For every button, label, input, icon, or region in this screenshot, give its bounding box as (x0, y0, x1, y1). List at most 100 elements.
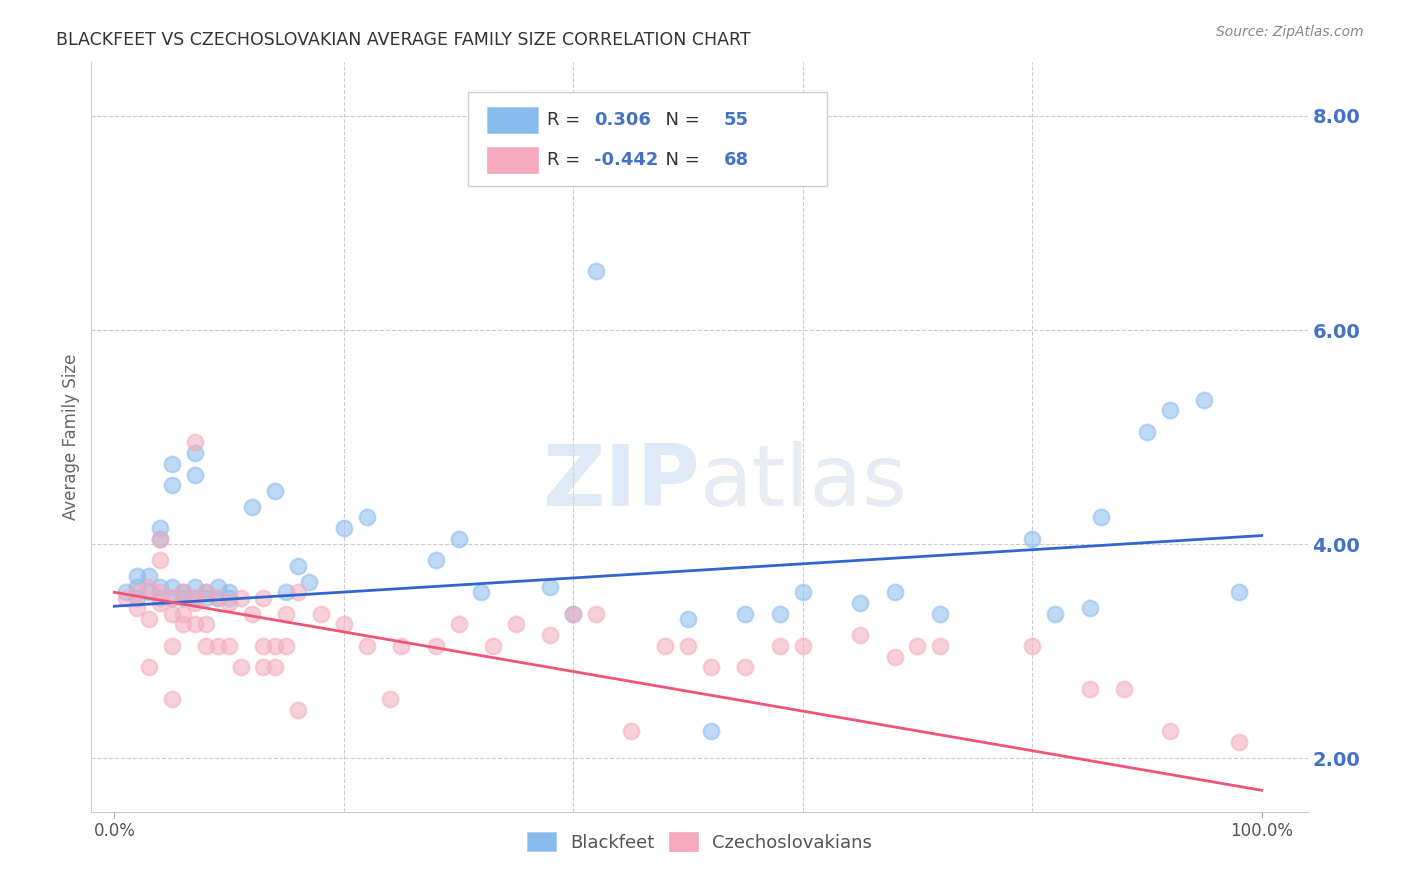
Point (447, 617, 470, 632)
Point (356, 510, 378, 524)
Point (149, 585, 172, 599)
Point (562, 607, 585, 621)
Point (149, 521, 172, 535)
Point (240, 500, 263, 514)
Text: ZIP: ZIP (541, 441, 699, 524)
Point (470, 585, 492, 599)
Point (114, 591, 136, 605)
FancyBboxPatch shape (486, 147, 537, 172)
Point (676, 639, 699, 653)
Point (138, 612, 160, 626)
Point (149, 532, 172, 546)
Point (849, 628, 872, 642)
Text: atlas: atlas (699, 441, 907, 524)
Point (195, 585, 218, 599)
Point (676, 612, 699, 626)
Point (505, 617, 527, 632)
Point (585, 264, 607, 278)
Point (252, 591, 274, 605)
Point (195, 617, 218, 632)
Point (883, 649, 905, 664)
Point (562, 607, 585, 621)
Point (264, 639, 287, 653)
Point (172, 585, 194, 599)
Point (1112, 681, 1135, 696)
Point (356, 639, 378, 653)
Point (287, 558, 309, 573)
Point (883, 585, 905, 599)
Point (207, 639, 229, 653)
Point (276, 607, 298, 621)
Point (207, 591, 229, 605)
Point (127, 580, 149, 594)
Point (183, 596, 205, 610)
Point (1136, 425, 1159, 439)
Point (172, 591, 194, 605)
Point (734, 607, 756, 621)
Point (1021, 639, 1043, 653)
Point (218, 596, 240, 610)
Point (425, 553, 447, 567)
Point (183, 580, 205, 594)
Point (538, 580, 561, 594)
Point (447, 532, 470, 546)
Point (907, 639, 929, 653)
Point (1078, 681, 1101, 696)
Point (149, 553, 172, 567)
Point (195, 585, 218, 599)
Point (1043, 607, 1066, 621)
Point (1159, 403, 1181, 417)
Point (218, 585, 240, 599)
Point (482, 639, 505, 653)
Point (287, 585, 309, 599)
Point (1227, 735, 1250, 749)
Point (929, 607, 952, 621)
Point (769, 607, 792, 621)
Point (183, 617, 205, 632)
Point (127, 585, 149, 599)
Text: BLACKFEET VS CZECHOSLOVAKIAN AVERAGE FAMILY SIZE CORRELATION CHART: BLACKFEET VS CZECHOSLOVAKIAN AVERAGE FAM… (56, 31, 751, 49)
Text: Source: ZipAtlas.com: Source: ZipAtlas.com (1216, 25, 1364, 39)
Point (160, 591, 183, 605)
Point (183, 446, 205, 460)
Text: R =: R = (547, 112, 586, 129)
Point (240, 607, 263, 621)
Point (734, 660, 756, 674)
Point (585, 607, 607, 621)
Text: -0.442: -0.442 (593, 151, 658, 169)
Point (160, 580, 183, 594)
Point (252, 660, 274, 674)
Point (1159, 724, 1181, 739)
Point (229, 591, 252, 605)
Point (287, 703, 309, 717)
Point (138, 580, 160, 594)
Point (207, 591, 229, 605)
Point (792, 585, 814, 599)
Point (378, 692, 401, 706)
Point (127, 601, 149, 615)
Point (849, 596, 872, 610)
Point (160, 639, 183, 653)
Point (389, 639, 412, 653)
Point (792, 639, 814, 653)
Point (276, 585, 298, 599)
Point (654, 639, 676, 653)
Text: R =: R = (547, 151, 586, 169)
Point (1078, 601, 1101, 615)
Point (160, 692, 183, 706)
Point (195, 591, 218, 605)
Point (149, 532, 172, 546)
Point (309, 607, 332, 621)
Point (138, 660, 160, 674)
Point (929, 639, 952, 653)
Text: 55: 55 (724, 112, 749, 129)
Point (700, 724, 723, 739)
Point (138, 585, 160, 599)
Point (127, 591, 149, 605)
Point (1090, 510, 1112, 524)
Point (252, 639, 274, 653)
Point (172, 607, 194, 621)
Point (183, 467, 205, 482)
Point (160, 457, 183, 471)
Point (218, 639, 240, 653)
